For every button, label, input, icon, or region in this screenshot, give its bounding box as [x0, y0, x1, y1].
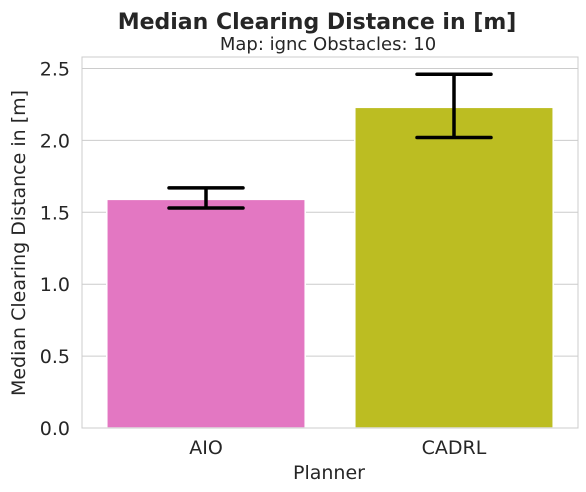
x-axis-label: Planner	[293, 462, 365, 484]
y-tick-label: 2.0	[40, 130, 70, 152]
chart-title: Median Clearing Distance in [m]	[118, 10, 517, 35]
y-tick-label: 0.5	[40, 346, 70, 368]
bar-cadrl	[354, 106, 554, 429]
plot-frame	[81, 56, 579, 429]
x-tick-labels: AIO CADRL	[189, 437, 487, 459]
error-bars	[167, 72, 493, 210]
bar-aio	[106, 198, 306, 429]
y-tick-label: 2.5	[40, 59, 70, 81]
x-tick-label: AIO	[189, 437, 223, 459]
y-tick-label: 0.0	[40, 418, 70, 440]
y-axis-label: Median Clearing Distance in [m]	[8, 90, 30, 396]
chart-subtitle: Map: ignc Obstacles: 10	[220, 34, 436, 55]
y-tick-label: 1.0	[40, 274, 70, 296]
y-tick-labels: 0.0 0.5 1.0 1.5 2.0 2.5	[40, 59, 70, 440]
x-tick-label: CADRL	[422, 437, 487, 459]
bars	[106, 106, 554, 429]
y-tick-label: 1.5	[40, 202, 70, 224]
